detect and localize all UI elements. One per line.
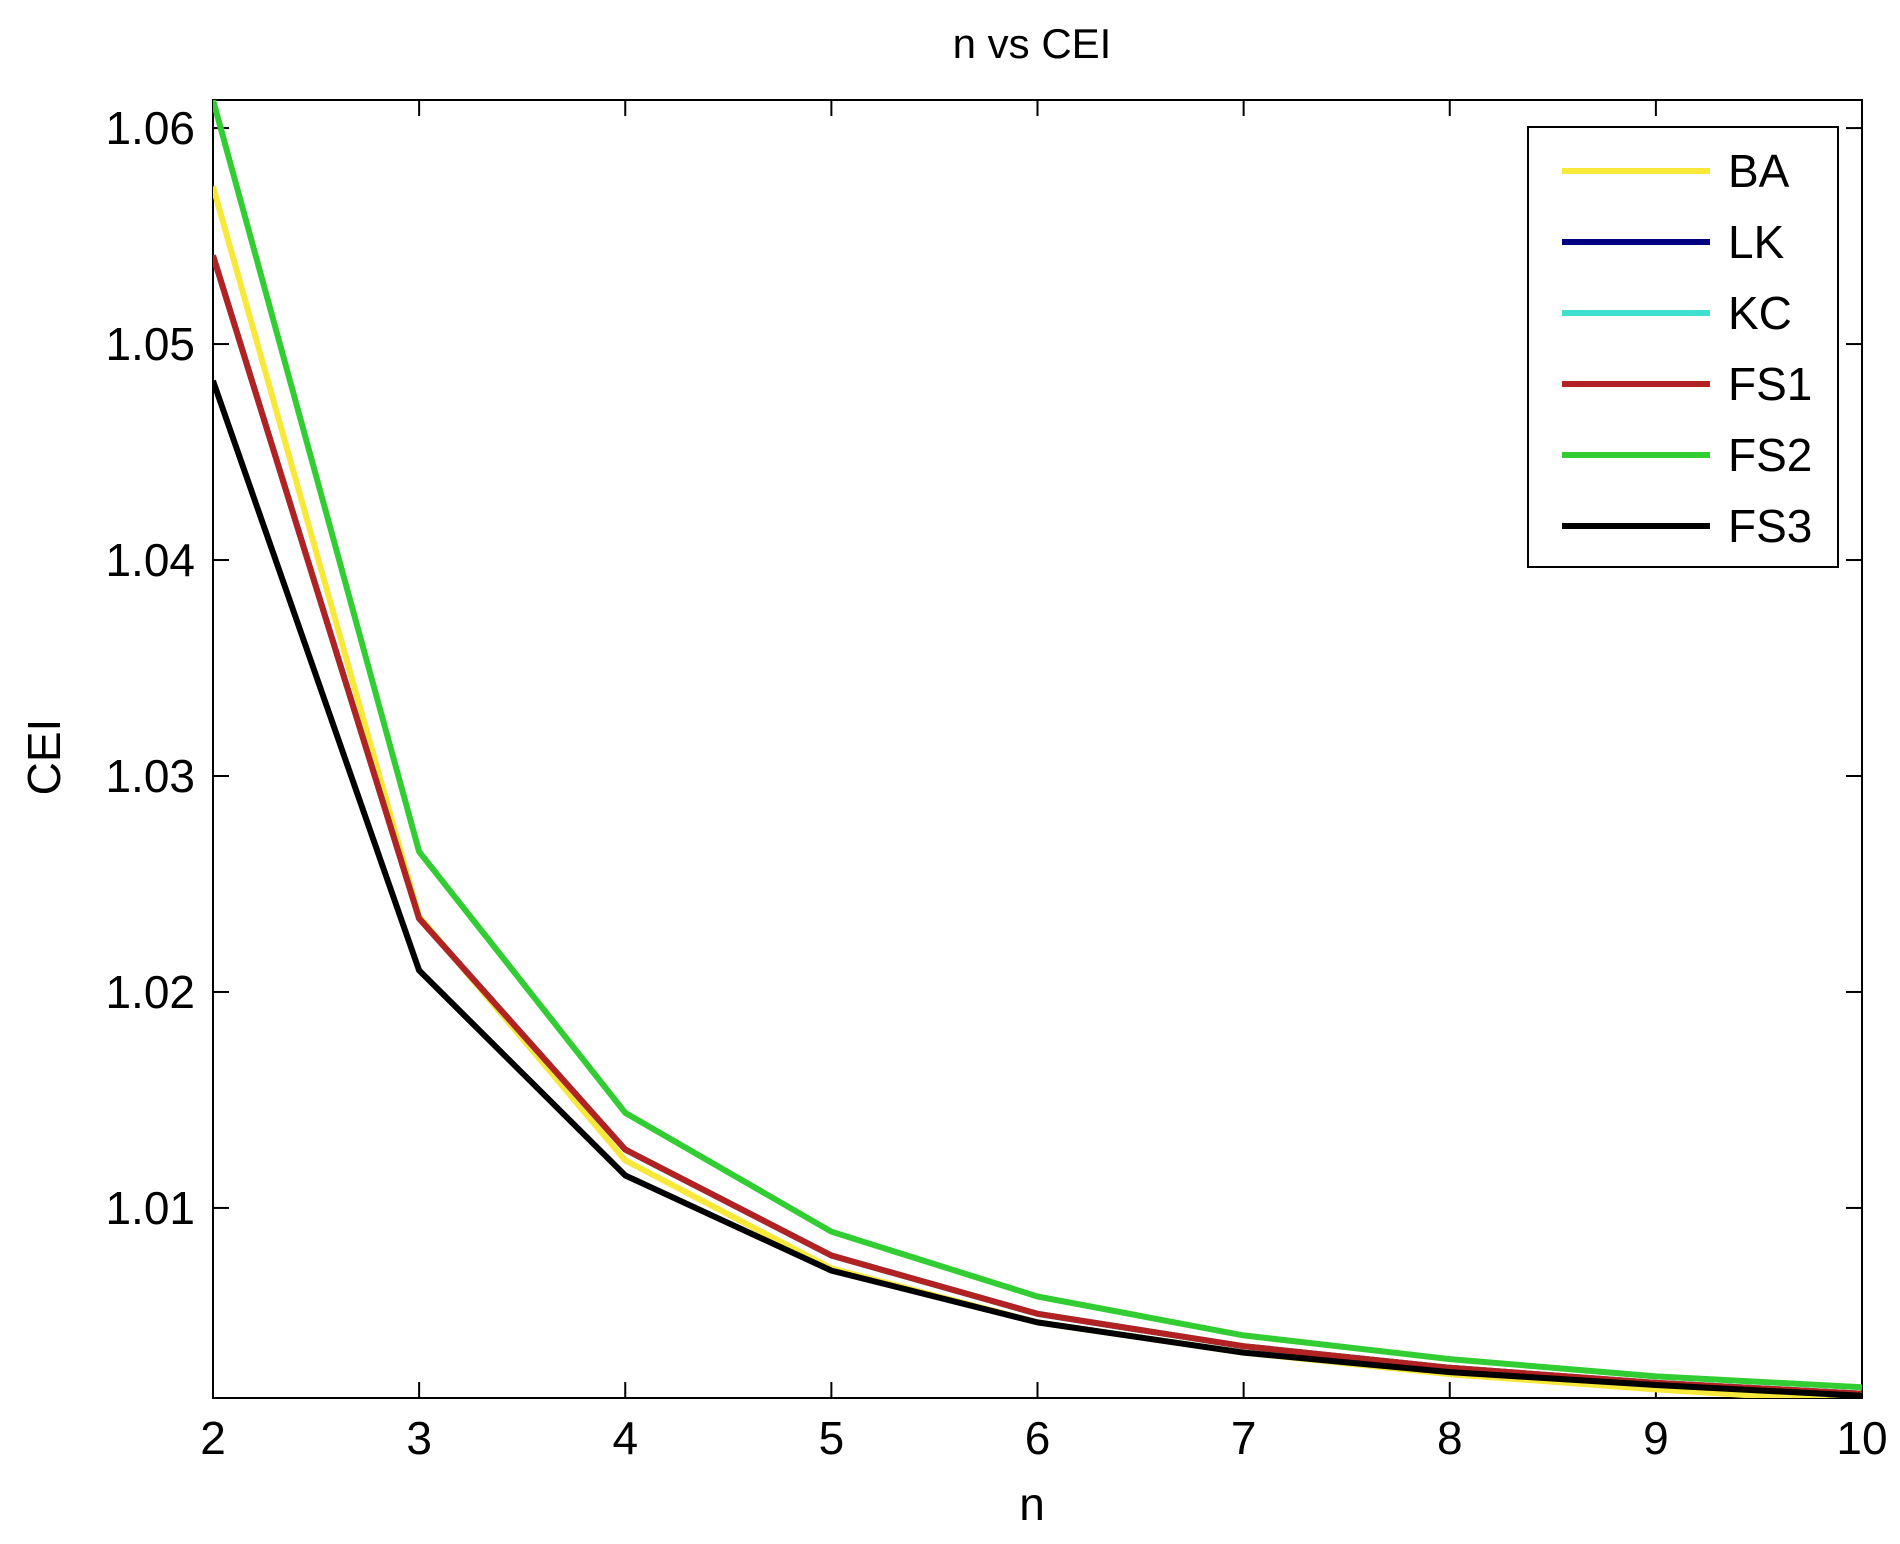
legend-box [1527, 126, 1839, 568]
series-line-fs3 [213, 379, 1862, 1398]
x-tick-label: 3 [406, 1412, 432, 1464]
x-tick-label: 7 [1231, 1412, 1257, 1464]
legend-label-fs3: FS3 [1728, 500, 1812, 552]
x-tick-label: 8 [1437, 1412, 1463, 1464]
x-tick-label: 4 [612, 1412, 638, 1464]
legend-label-ba: BA [1728, 145, 1790, 197]
x-tick-label: 6 [1025, 1412, 1051, 1464]
legend-label-fs2: FS2 [1728, 429, 1812, 481]
series-line-fs2 [213, 100, 1862, 1391]
legend-label-kc: KC [1728, 287, 1792, 339]
x-tick-label: 5 [819, 1412, 845, 1464]
y-tick-label: 1.04 [105, 534, 195, 586]
y-tick-label: 1.06 [105, 102, 195, 154]
x-tick-label: 10 [1836, 1412, 1887, 1464]
y-tick-label: 1.05 [105, 318, 195, 370]
plot-area: 2 3 4 5 6 7 8 9 10 1.01 1.02 1.03 1.04 1.05 1.06 [105, 99, 1888, 1464]
series-lines [213, 100, 1862, 1398]
y-tick-label: 1.03 [105, 750, 195, 802]
x-tick-label: 9 [1643, 1412, 1669, 1464]
legend-label-fs1: FS1 [1728, 358, 1812, 410]
y-tick-label: 1.02 [105, 966, 195, 1018]
legend-label-lk: LK [1728, 216, 1785, 268]
legend: BA LK KC FS1 FS2 FS3 [1527, 126, 1839, 568]
x-tick-label: 2 [200, 1412, 226, 1464]
y-axis-title: CEI [18, 719, 70, 796]
x-axis-title: n [1019, 1478, 1045, 1530]
chart-title: n vs CEI [953, 20, 1112, 67]
y-tick-label: 1.01 [105, 1182, 195, 1234]
